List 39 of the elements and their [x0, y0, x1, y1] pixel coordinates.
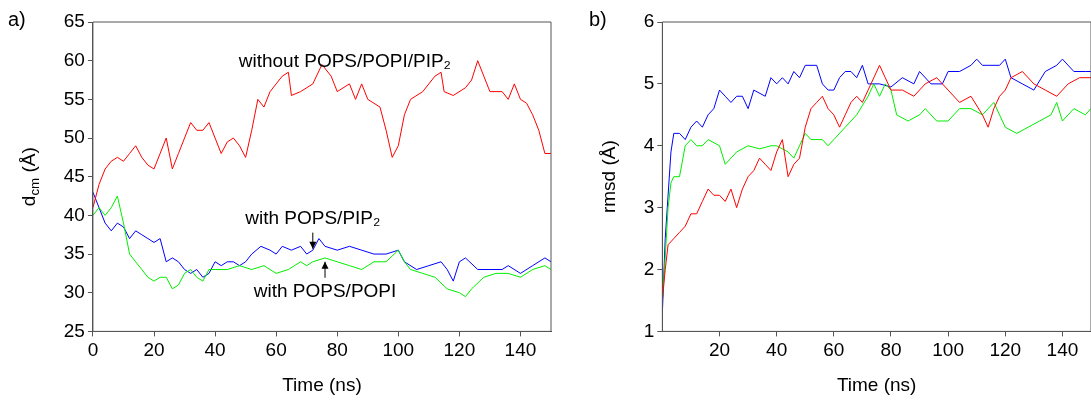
y-tick-label: 55 [63, 87, 85, 109]
y-axis-title: rmsd (Å) [598, 140, 620, 214]
y-tick-label: 5 [643, 72, 655, 94]
x-tick-label: 140 [1046, 339, 1079, 361]
y-tick-label: 50 [63, 126, 85, 148]
annotation: with POPS/POPI [252, 280, 397, 302]
x-tick-label: 40 [766, 339, 788, 361]
y-tick-label: 3 [643, 195, 655, 217]
y-tick-label: 40 [63, 203, 85, 225]
y-tick-label: 60 [63, 48, 85, 70]
y-axis-title: dcm (Å) [18, 147, 43, 207]
annotation: with POPS/PIP₂ [244, 206, 381, 228]
x-tick-label: 40 [204, 339, 226, 361]
y-tick-label: 1 [643, 319, 655, 341]
y-tick-label: 65 [63, 10, 85, 32]
y-tick-label: 25 [63, 319, 85, 341]
x-tick-label: 120 [989, 339, 1022, 361]
x-tick-label: 100 [932, 339, 964, 361]
x-tick-label: 20 [143, 339, 165, 361]
x-tick-label: 20 [708, 339, 731, 361]
x-tick-label: 140 [504, 339, 537, 361]
x-axis-title: Time (ns) [836, 374, 917, 396]
x-tick-label: 100 [382, 339, 415, 361]
y-tick-label: 4 [643, 133, 655, 155]
x-tick-label: 60 [265, 339, 287, 361]
x-axis-title: Time (ns) [282, 374, 362, 396]
y-tick-label: 30 [63, 280, 85, 302]
chart-title: b) [589, 7, 607, 30]
x-tick-label: 80 [880, 339, 902, 361]
y-tick-label: 45 [63, 164, 85, 186]
chart-title: a) [8, 7, 26, 30]
x-tick-label: 120 [443, 339, 476, 361]
annotation: without POPS/POPI/PIP₂ [237, 50, 451, 72]
y-tick-label: 35 [63, 242, 85, 264]
y-tick-label: 6 [643, 10, 655, 32]
x-tick-label: 80 [326, 339, 348, 361]
x-tick-label: 0 [87, 339, 99, 361]
x-tick-label: 60 [823, 339, 845, 361]
y-tick-label: 2 [643, 257, 655, 279]
